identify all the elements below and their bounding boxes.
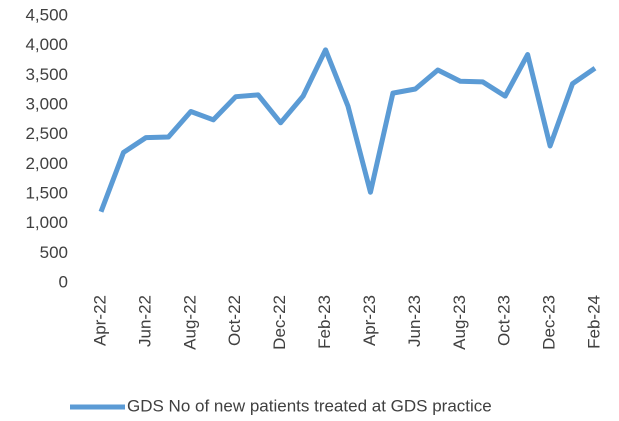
x-tick-label: Feb-23 — [315, 295, 334, 349]
y-tick-label: 2,500 — [25, 124, 68, 143]
x-tick-label: Oct-22 — [225, 295, 244, 346]
y-tick-label: 4,500 — [25, 5, 68, 24]
y-tick-label: 1,000 — [25, 213, 68, 232]
x-tick-label: Apr-23 — [360, 295, 379, 346]
x-tick-label: Jun-23 — [405, 295, 424, 347]
y-tick-label: 2,000 — [25, 154, 68, 173]
y-tick-label: 3,500 — [25, 65, 68, 84]
x-tick-label: Aug-22 — [180, 295, 199, 350]
x-tick-label: Jun-22 — [135, 295, 154, 347]
y-tick-label: 0 — [59, 272, 68, 291]
x-tick-label: Dec-23 — [540, 295, 559, 350]
legend-label: GDS No of new patients treated at GDS pr… — [127, 396, 492, 415]
x-tick-label: Oct-23 — [495, 295, 514, 346]
x-tick-label: Apr-22 — [90, 295, 109, 346]
x-tick-label: Aug-23 — [450, 295, 469, 350]
y-tick-label: 4,000 — [25, 35, 68, 54]
y-tick-label: 500 — [40, 243, 68, 262]
y-tick-label: 1,500 — [25, 183, 68, 202]
x-tick-label: Feb-24 — [584, 295, 603, 349]
y-tick-label: 3,000 — [25, 94, 68, 113]
x-tick-label: Dec-22 — [270, 295, 289, 350]
line — [98, 47, 597, 213]
